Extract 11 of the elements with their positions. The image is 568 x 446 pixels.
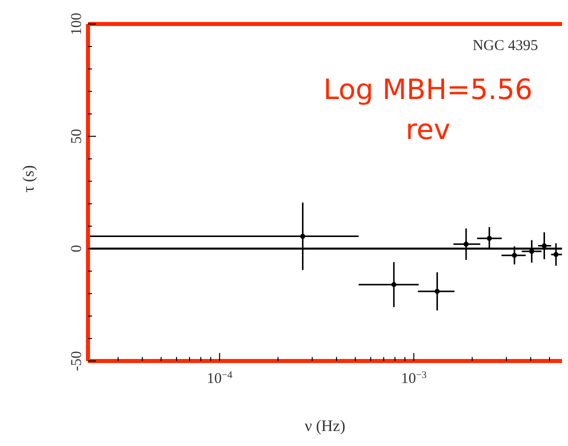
y-tick-label: 100 — [69, 12, 85, 36]
x-axis-title: ν (Hz) — [304, 418, 346, 435]
y-tick-label: 50 — [69, 128, 85, 144]
annotation: NGC 4395 — [472, 38, 538, 55]
annotation: Log MBH=5.56 — [322, 72, 534, 108]
x-tick-label: 10$^{−3}$ — [400, 370, 427, 387]
y-tick-label: -50 — [69, 351, 85, 371]
x-tick-label: 10$^{−4}$ — [206, 370, 232, 387]
y-axis-title: τ (s) — [20, 165, 38, 192]
y-tick-label: 0 — [69, 244, 85, 252]
annotation: rev — [404, 112, 452, 148]
